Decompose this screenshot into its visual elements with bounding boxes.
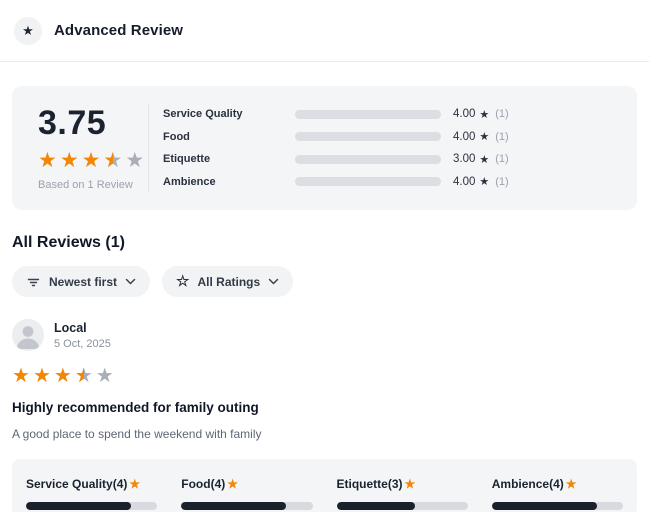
review-author-row: Local 5 Oct, 2025 [12,319,637,351]
all-reviews-heading: All Reviews (1) [12,234,125,251]
star-full-icon: ★ [32,365,51,387]
star-full-icon: ★ [59,149,79,173]
star-full-icon: ★ [12,365,30,387]
rating-filter-button[interactable]: ☆ All Ratings [162,266,294,297]
review-filters: Newest first ☆ All Ratings [12,266,637,297]
star-rating: ★★★★★★ [12,366,114,386]
rating-summary-card: 3.75 ★★★★★★ Based on 1 Review Service Qu… [12,86,637,210]
vertical-divider [148,104,149,192]
chevron-down-icon [125,278,136,285]
review-category-label: Ambience(4) ★ [491,477,577,491]
average-rating-block: 3.75 ★★★★★★ Based on 1 Review [28,100,146,196]
category-label: Etiquette [163,153,211,166]
review-item: Local 5 Oct, 2025 ★★★★★★ Highly recommen… [12,319,637,441]
category-rating-bar [295,132,441,142]
star-half-icon: ★★ [74,365,93,387]
category-rating-row: Service Quality 4.00 ★ (1) [163,105,617,123]
star-full-icon: ★ [53,365,72,387]
category-rating-count: (1) [495,130,509,143]
category-rating-value: 3.00 ★ (1) [453,153,509,166]
star-outline-icon: ☆ [176,273,190,290]
review-title: Highly recommended for family outing [12,400,259,415]
star-icon: ★ [565,477,577,491]
review-author-name: Local [54,320,87,335]
review-category-bar [26,502,158,510]
review-category-rating: Food(4) ★ [181,475,313,510]
based-on-label: Based on 1 Review [38,179,133,192]
review-category-bar [181,502,313,510]
category-rating-value: 4.00 ★ (1) [453,130,509,144]
review-category-label: Food(4) ★ [181,477,239,491]
star-icon: ★ [479,176,490,189]
category-label: Service Quality [163,108,243,120]
category-rating-count: (1) [495,108,509,120]
category-rating-row: Etiquette 3.00 ★ (1) [163,150,617,168]
category-rating-row: Food 4.00 ★ (1) [163,128,617,146]
sort-filter-label: Newest first [49,274,118,289]
star-empty-icon: ★ [125,149,145,173]
category-label: Ambience [163,175,216,188]
category-rating-bar [295,154,441,164]
star-half-icon: ★★ [103,149,123,173]
review-category-rating: Etiquette(3) ★ [336,475,468,510]
star-icon: ★ [14,16,42,45]
review-category-label: Service Quality(4) ★ [26,477,141,491]
star-rating: ★★★★★★ [38,150,144,171]
star-icon: ★ [227,477,239,491]
advanced-review-header: ★ Advanced Review [0,0,649,62]
star-full-icon: ★ [81,149,101,173]
category-rating-bar [295,177,441,187]
star-icon: ★ [129,477,141,491]
sort-filter-button[interactable]: Newest first [12,266,151,297]
review-date: 5 Oct, 2025 [54,337,111,350]
category-rating-row: Ambience 4.00 ★ (1) [163,173,617,191]
average-star-rating: ★★★★★★ [38,142,146,172]
review-body: A good place to spend the weekend with f… [12,427,262,441]
category-ratings-list: Service Quality 4.00 ★ (1) Food 4.00 ★ (1) Etiqu… [151,100,621,196]
review-category-rating: Ambience(4) ★ [491,475,623,510]
star-empty-icon: ★ [95,365,114,387]
review-category-bar [491,502,623,510]
category-rating-value: 4.00 ★ (1) [453,175,509,189]
chevron-down-icon [268,278,279,285]
star-icon: ★ [479,131,490,144]
avatar [12,319,44,351]
review-category-ratings-card: Service Quality(4) ★ Food(4) ★ Etiquette(3) ★… [12,459,637,512]
category-label: Food [163,130,190,143]
review-category-rating: Service Quality(4) ★ [26,475,158,510]
sort-lines-icon [26,275,41,289]
rating-filter-label: All Ratings [197,274,261,289]
page-title: Advanced Review [54,22,184,39]
star-full-icon: ★ [38,149,57,173]
review-category-label: Etiquette(3) ★ [336,477,416,491]
review-category-bar [336,502,468,510]
category-rating-value: 4.00 ★ (1) [453,108,509,121]
average-score: 3.75 [38,103,107,142]
category-rating-bar [295,109,441,119]
review-star-rating: ★★★★★★ [12,366,637,387]
category-rating-count: (1) [495,153,509,166]
star-icon: ★ [404,477,416,491]
category-rating-count: (1) [495,175,509,188]
star-icon: ★ [479,153,490,166]
star-icon: ★ [479,108,490,121]
